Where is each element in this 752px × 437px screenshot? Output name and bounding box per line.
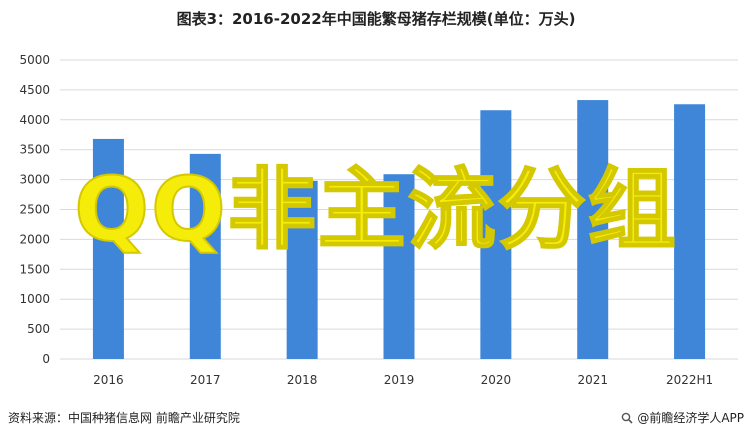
y-tick-label: 3000 <box>19 173 50 187</box>
bar-2019 <box>383 174 415 359</box>
x-tick-label: 2021 <box>577 373 608 387</box>
bar-2018 <box>286 180 318 359</box>
y-tick-label: 500 <box>27 322 50 336</box>
bar-2017 <box>189 153 221 359</box>
x-tick-label: 2020 <box>481 373 512 387</box>
source-note: 资料来源：中国种猪信息网 前瞻产业研究院 <box>8 411 240 425</box>
y-tick-label: 1500 <box>19 262 50 276</box>
x-tick-label: 2017 <box>190 373 221 387</box>
bar-2022H1 <box>674 104 706 359</box>
x-tick-label: 2022H1 <box>666 373 713 387</box>
y-tick-label: 2000 <box>19 232 50 246</box>
x-tick-label: 2019 <box>384 373 415 387</box>
brand-label: @前瞻经济学人APP <box>637 411 744 425</box>
y-tick-label: 1000 <box>19 292 50 306</box>
brand-credit: @前瞻经济学人APP <box>621 409 744 426</box>
y-tick-label: 5000 <box>19 53 50 67</box>
y-tick-label: 3500 <box>19 143 50 157</box>
bar-2021 <box>577 100 609 359</box>
bars <box>92 100 706 360</box>
bar-2020 <box>480 110 512 360</box>
y-axis-ticks: 0 500 1000 1500 2000 2500 3000 3500 4000 4500 5000 <box>19 53 50 366</box>
x-axis-ticks: 2016 2017 2018 2019 2020 2021 2022H1 <box>93 373 713 387</box>
chart-title: 图表3：2016-2022年中国能繁母猪存栏规模(单位：万头) <box>176 10 576 28</box>
x-tick-label: 2016 <box>93 373 124 387</box>
y-tick-label: 2500 <box>19 203 50 217</box>
bar-2016 <box>92 138 124 359</box>
y-tick-label: 0 <box>42 352 50 366</box>
y-tick-label: 4000 <box>19 113 50 127</box>
x-tick-label: 2018 <box>287 373 318 387</box>
search-icon <box>622 412 633 424</box>
y-tick-label: 4500 <box>19 83 50 97</box>
